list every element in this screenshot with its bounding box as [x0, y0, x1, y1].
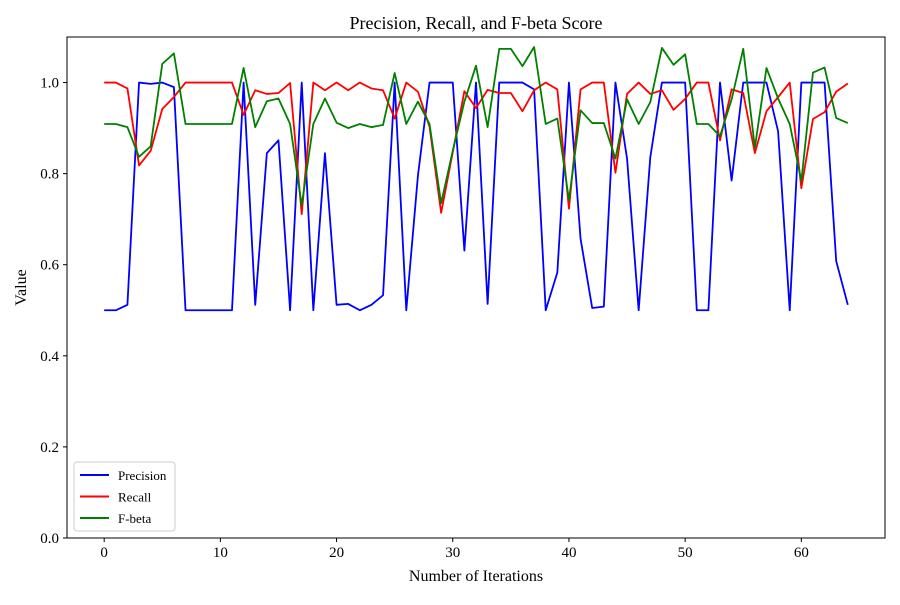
legend-label-f-beta: F-beta — [118, 511, 151, 526]
y-tick-label: 0.0 — [40, 531, 59, 547]
x-tick-label: 20 — [329, 545, 344, 561]
x-tick-label: 50 — [678, 545, 693, 561]
series-line-f-beta — [104, 46, 849, 207]
legend-label-recall: Recall — [118, 490, 152, 505]
x-tick-label: 30 — [445, 545, 460, 561]
y-tick-label: 0.8 — [40, 167, 59, 183]
x-axis-label: Number of Iterations — [409, 568, 543, 585]
y-tick-label: 0.2 — [40, 440, 59, 456]
y-axis-ticks: 0.0 0.2 0.4 0.6 0.8 1.0 — [40, 76, 67, 547]
x-tick-label: 40 — [561, 545, 576, 561]
legend-box — [73, 461, 176, 532]
chart-legend: Precision Recall F-beta — [73, 461, 176, 532]
x-tick-label: 10 — [213, 545, 228, 561]
legend-entries: Precision Recall F-beta — [80, 468, 167, 526]
plot-frame — [66, 36, 886, 539]
series-layer — [104, 46, 849, 312]
x-tick-label: 0 — [100, 545, 108, 561]
y-tick-label: 0.6 — [40, 258, 59, 274]
x-tick-label: 60 — [794, 545, 809, 561]
x-axis-ticks: 0 10 20 30 40 50 60 — [100, 538, 809, 561]
series-line-precision — [104, 81, 849, 312]
chart-title: Precision, Recall, and F-beta Score — [350, 13, 603, 33]
y-tick-label: 0.4 — [40, 349, 59, 365]
legend-label-precision: Precision — [118, 468, 167, 483]
y-axis-label: Value — [13, 269, 30, 305]
y-tick-label: 1.0 — [40, 76, 59, 92]
